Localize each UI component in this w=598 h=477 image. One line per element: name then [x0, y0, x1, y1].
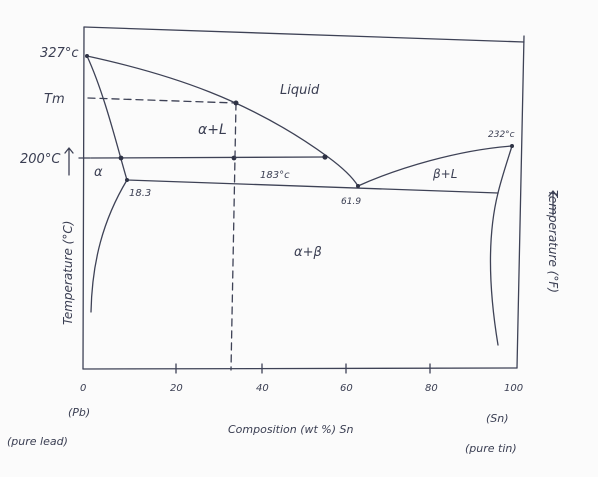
tick-label-100: 100 [504, 383, 523, 394]
tm-point [233, 100, 239, 106]
label-327c: 327°c [40, 46, 78, 61]
tick-label-80: 80 [425, 383, 438, 394]
right-axis-arrow [548, 190, 558, 216]
eutectic-isotherm [126, 179, 499, 194]
label-sn: (Sn) [486, 412, 509, 425]
tick-label-20: 20 [170, 383, 183, 394]
tie-point-alpha [118, 155, 124, 161]
label-pure-tin: (pure tin) [465, 442, 517, 455]
solvus-beta [489, 192, 499, 346]
solvus-alpha [90, 179, 128, 313]
solidus-beta [497, 145, 513, 194]
label-183c: 183°c [260, 170, 290, 181]
top-frame-line [83, 26, 525, 43]
label-18-3: 18.3 [129, 188, 151, 199]
label-200c: 200°C [20, 152, 61, 167]
label-alpha-plus-beta: α+β [294, 245, 322, 260]
tie-point-liquid [322, 154, 328, 160]
right-axis-title: Temperature (°F) [546, 190, 560, 293]
label-liquid: Liquid [280, 83, 320, 98]
label-61-9: 61.9 [341, 197, 361, 207]
left-axis-arrow [64, 147, 74, 176]
liquidus-alpha [86, 55, 359, 187]
left-axis-title: Temperature (°C) [61, 221, 75, 325]
solidus-alpha [86, 55, 128, 181]
tm-dashed-line [87, 97, 237, 104]
melting-point-sn [510, 144, 514, 148]
composition-axis [82, 367, 518, 370]
right-temperature-axis [516, 35, 525, 369]
tick-label-0: 0 [80, 383, 86, 394]
label-alpha-plus-liquid: α+L [198, 122, 227, 138]
label-tm: Tm [44, 92, 65, 107]
label-pb: (Pb) [68, 406, 90, 419]
melting-point-pb [85, 54, 89, 58]
label-pure-lead: (pure lead) [7, 435, 68, 448]
tie-line-200c [90, 156, 326, 159]
point-18-3 [125, 178, 129, 182]
left-temperature-axis [82, 26, 85, 370]
tick-label-60: 60 [340, 383, 353, 394]
label-beta-plus-liquid: β+L [432, 167, 457, 181]
composition-dashed-line [230, 102, 237, 371]
liquidus-beta [357, 145, 513, 187]
tie-point-overall [231, 155, 237, 161]
label-alpha: α [94, 165, 103, 180]
label-232c: 232°c [488, 130, 515, 140]
x-axis-title: Composition (wt %) Sn [228, 423, 354, 436]
tick-label-40: 40 [256, 383, 269, 394]
eutectic-point [356, 184, 360, 188]
